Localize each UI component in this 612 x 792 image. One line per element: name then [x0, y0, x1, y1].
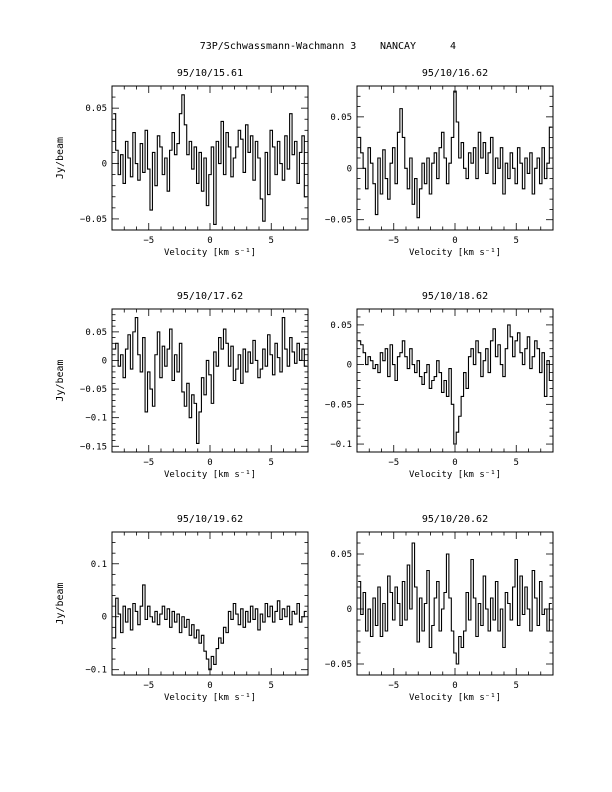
- y-tick-label: 0: [347, 164, 352, 174]
- x-axis-label: Velocity [km s⁻¹]: [164, 693, 256, 703]
- spectra-panels: −5 0 5 0.05 0 −0.05 95/10/15.61 Velocity [km s⁻…: [55, 68, 554, 703]
- y-tick-label: 0: [347, 361, 352, 371]
- x-tick-label: 5: [514, 458, 519, 468]
- plot-frame: [356, 85, 554, 231]
- y-tick-label: 0: [102, 160, 107, 170]
- panel-5: −5 0 5 0.1 0 −0.1 95/10/19.62 Velocity [km s⁻¹]…: [55, 514, 309, 703]
- x-tick-label: 0: [207, 236, 212, 246]
- y-axis-label: Jy/beam: [55, 359, 66, 401]
- x-tick-label: −5: [388, 236, 399, 246]
- panel-title: 95/10/17.62: [177, 291, 243, 302]
- spectrum-line: [113, 317, 307, 444]
- spectrum-line: [113, 94, 307, 226]
- x-axis-label: Velocity [km s⁻¹]: [409, 693, 501, 703]
- y-tick-label: 0: [102, 356, 107, 366]
- y-tick-label: −0.05: [325, 216, 352, 226]
- panel-title: 95/10/16.62: [422, 68, 488, 79]
- x-tick-label: 0: [452, 681, 457, 691]
- panel-title: 95/10/15.61: [177, 68, 243, 79]
- y-tick-label: −0.05: [80, 385, 107, 395]
- x-tick-label: 5: [514, 681, 519, 691]
- plot-frame: [111, 308, 309, 453]
- x-tick-label: 0: [452, 236, 457, 246]
- y-axis-label: Jy/beam: [55, 582, 66, 624]
- y-tick-label: −0.1: [330, 440, 352, 450]
- panel-title: 95/10/20.62: [422, 514, 488, 525]
- x-axis-label: Velocity [km s⁻¹]: [409, 248, 501, 258]
- y-tick-label: −0.05: [325, 400, 352, 410]
- panel-3: −5 0 5 0.05 0 −0.05 −0.1 −0.15 95/10/17.62 Veloci…: [55, 291, 309, 480]
- plot-frame: [111, 531, 309, 676]
- x-tick-label: 0: [452, 458, 457, 468]
- x-tick-label: 5: [269, 458, 274, 468]
- station-label: NANCAY: [380, 41, 416, 52]
- page-title: 73P/Schwassmann-Wachmann 3: [200, 41, 357, 52]
- panel-1: −5 0 5 0.05 0 −0.05 95/10/15.61 Velocity [km s⁻…: [55, 68, 309, 258]
- panel-6: −5 0 5 0.05 0 −0.05 95/10/20.62 Velocity [km s⁻…: [325, 514, 554, 703]
- spectrum-line: [358, 90, 552, 219]
- x-tick-label: −5: [388, 458, 399, 468]
- x-axis-label: Velocity [km s⁻¹]: [164, 470, 256, 480]
- y-axis-label: Jy/beam: [55, 137, 66, 179]
- panel-2: −5 0 5 0.05 0 −0.05 95/10/16.62 Velocity [km s⁻…: [325, 68, 554, 258]
- y-tick-label: 0: [102, 613, 107, 623]
- y-tick-label: −0.1: [85, 414, 107, 424]
- plot-frame: [111, 85, 309, 231]
- y-tick-label: 0.1: [91, 560, 107, 570]
- y-tick-label: 0.05: [85, 104, 107, 114]
- x-tick-label: 5: [514, 236, 519, 246]
- y-tick-label: 0.05: [330, 550, 352, 560]
- panel-title: 95/10/18.62: [422, 291, 488, 302]
- x-tick-label: 5: [269, 236, 274, 246]
- y-tick-label: 0.05: [330, 113, 352, 123]
- x-axis-label: Velocity [km s⁻¹]: [164, 248, 256, 258]
- y-tick-label: −0.1: [85, 666, 107, 676]
- panel-title: 95/10/19.62: [177, 514, 243, 525]
- spectrum-line: [358, 542, 552, 665]
- spectrum-line: [113, 584, 307, 671]
- y-tick-label: 0: [347, 605, 352, 615]
- x-tick-label: 0: [207, 681, 212, 691]
- y-tick-label: −0.15: [80, 442, 107, 452]
- y-tick-label: 0.05: [330, 321, 352, 331]
- x-axis-label: Velocity [km s⁻¹]: [409, 470, 501, 480]
- x-tick-label: −5: [388, 681, 399, 691]
- y-tick-label: −0.05: [325, 660, 352, 670]
- y-tick-label: −0.05: [80, 215, 107, 225]
- x-tick-label: 5: [269, 681, 274, 691]
- x-tick-label: 0: [207, 458, 212, 468]
- plot-frame: [356, 308, 554, 453]
- x-tick-label: −5: [143, 236, 154, 246]
- x-tick-label: −5: [143, 458, 154, 468]
- y-tick-label: 0.05: [85, 328, 107, 338]
- panel-4: −5 0 5 0.05 0 −0.05 −0.1 95/10/18.62 Velocity [k…: [325, 291, 554, 480]
- spectrum-line: [358, 324, 552, 445]
- page-number: 4: [450, 41, 456, 52]
- x-tick-label: −5: [143, 681, 154, 691]
